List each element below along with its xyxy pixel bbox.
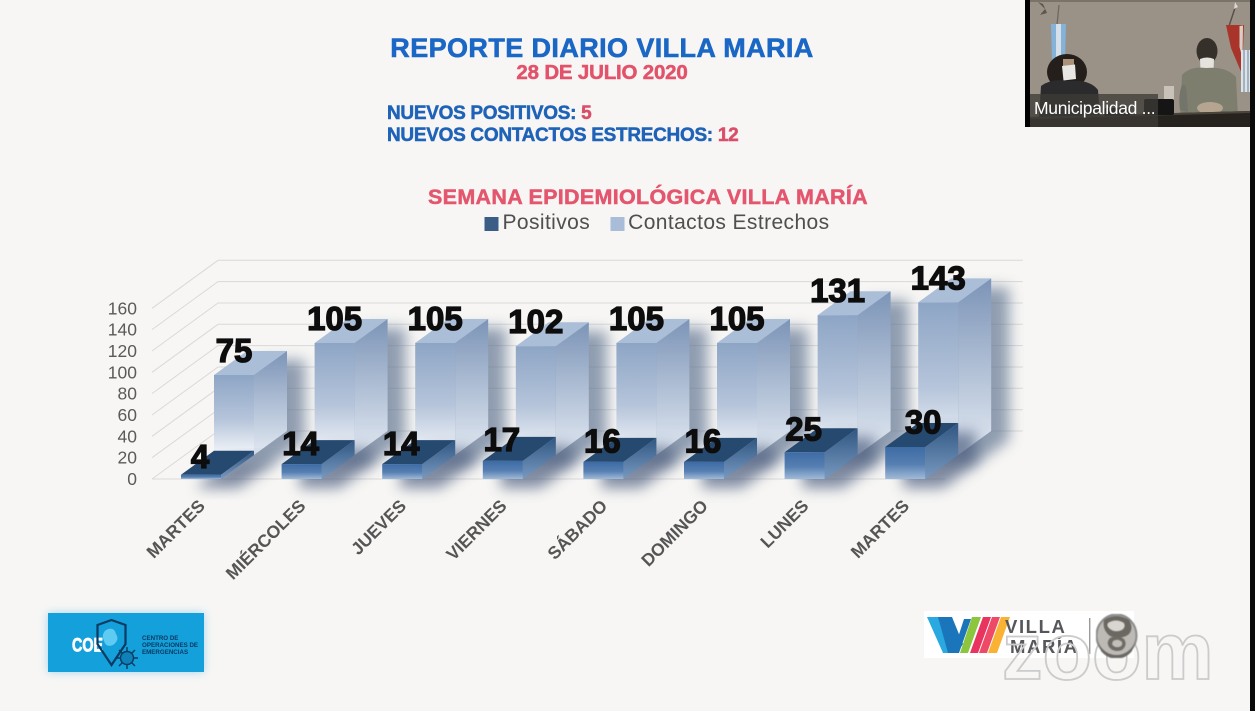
svg-text:20: 20: [118, 448, 138, 468]
svg-text:COE: COE: [72, 636, 103, 657]
svg-text:4: 4: [191, 438, 210, 475]
svg-text:75: 75: [216, 332, 253, 369]
svg-text:14: 14: [383, 425, 420, 462]
svg-text:17: 17: [483, 421, 520, 458]
svg-text:14: 14: [282, 425, 319, 462]
svg-text:102: 102: [508, 303, 563, 340]
svg-text:160: 160: [108, 298, 137, 318]
svg-text:40: 40: [118, 426, 138, 446]
svg-text:JUEVES: JUEVES: [347, 496, 410, 559]
svg-text:16: 16: [584, 422, 621, 459]
svg-text:60: 60: [118, 405, 138, 425]
svg-text:DOMINGO: DOMINGO: [637, 496, 712, 571]
svg-text:MARTES: MARTES: [847, 496, 913, 562]
svg-text:VIERNES: VIERNES: [442, 496, 510, 564]
svg-text:105: 105: [408, 300, 463, 337]
svg-text:30: 30: [905, 404, 942, 441]
svg-text:CENTRO DE: CENTRO DE: [142, 635, 178, 642]
svg-text:105: 105: [709, 300, 764, 337]
svg-text:105: 105: [307, 300, 362, 337]
svg-text:120: 120: [108, 341, 137, 361]
svg-text:MARTES: MARTES: [142, 496, 208, 562]
svg-text:OPERACIONES DE: OPERACIONES DE: [142, 642, 198, 649]
svg-text:100: 100: [108, 362, 137, 382]
svg-text:0: 0: [127, 469, 137, 489]
svg-text:105: 105: [609, 300, 664, 337]
svg-text:VILLA: VILLA: [1005, 616, 1066, 637]
svg-text:25: 25: [785, 410, 822, 447]
svg-text:LUNES: LUNES: [756, 496, 812, 552]
svg-text:140: 140: [108, 320, 137, 340]
svg-text:143: 143: [911, 259, 966, 296]
svg-text:EMERGENCIAS: EMERGENCIAS: [142, 649, 188, 656]
svg-text:MARÍA: MARÍA: [1010, 636, 1079, 657]
svg-text:80: 80: [118, 384, 138, 404]
svg-text:131: 131: [810, 272, 865, 309]
svg-text:MIÉRCOLES: MIÉRCOLES: [221, 495, 309, 583]
svg-text:SÁBADO: SÁBADO: [543, 495, 611, 563]
svg-text:16: 16: [685, 422, 722, 459]
